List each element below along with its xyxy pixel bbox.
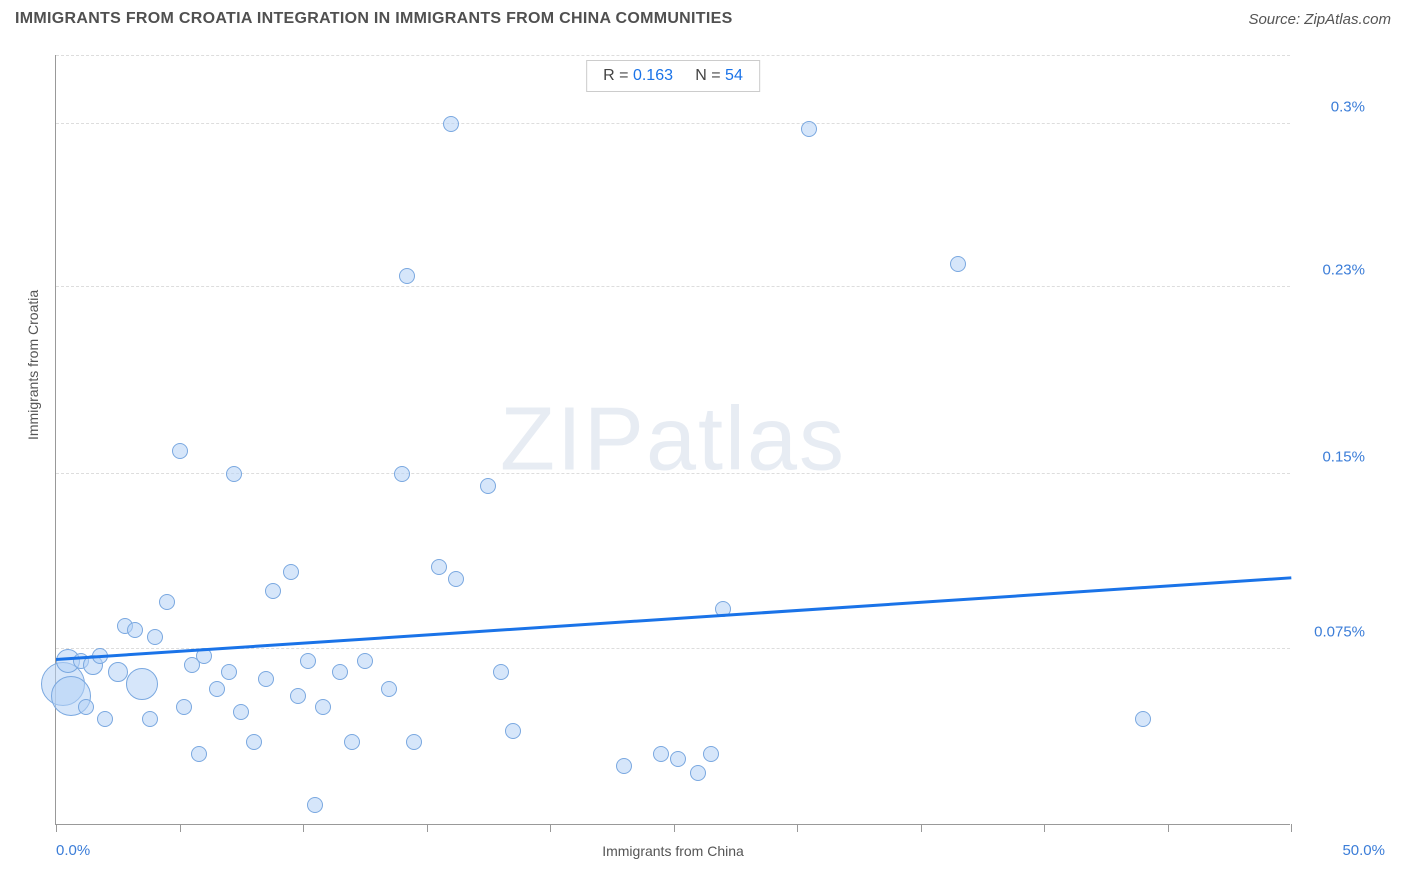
scatter-point bbox=[505, 723, 521, 739]
source-credit: Source: ZipAtlas.com bbox=[1248, 11, 1391, 28]
x-tick bbox=[1044, 824, 1045, 832]
scatter-point bbox=[300, 653, 316, 669]
scatter-point bbox=[315, 699, 331, 715]
scatter-point bbox=[399, 268, 415, 284]
x-tick bbox=[550, 824, 551, 832]
scatter-point bbox=[159, 594, 175, 610]
r-label: R = bbox=[603, 67, 633, 84]
scatter-point bbox=[147, 629, 163, 645]
scatter-point bbox=[448, 571, 464, 587]
scatter-point bbox=[357, 653, 373, 669]
scatter-point bbox=[381, 681, 397, 697]
x-tick bbox=[1291, 824, 1292, 832]
x-tick bbox=[303, 824, 304, 832]
scatter-point bbox=[283, 564, 299, 580]
x-tick bbox=[180, 824, 181, 832]
scatter-point bbox=[226, 466, 242, 482]
n-value: 54 bbox=[725, 67, 743, 84]
y-tick-label: 0.075% bbox=[1314, 624, 1365, 641]
scatter-point bbox=[431, 559, 447, 575]
scatter-point bbox=[443, 116, 459, 132]
scatter-point bbox=[801, 121, 817, 137]
scatter-point bbox=[394, 466, 410, 482]
scatter-point bbox=[344, 734, 360, 750]
x-tick bbox=[921, 824, 922, 832]
y-tick-label: 0.3% bbox=[1331, 99, 1365, 116]
scatter-point bbox=[703, 746, 719, 762]
scatter-point bbox=[108, 662, 128, 682]
stats-box: R = 0.163 N = 54 bbox=[586, 60, 760, 92]
scatter-point bbox=[406, 734, 422, 750]
scatter-point bbox=[221, 664, 237, 680]
header-bar: IMMIGRANTS FROM CROATIA INTEGRATION IN I… bbox=[15, 10, 1391, 28]
x-tick bbox=[797, 824, 798, 832]
scatter-point bbox=[265, 583, 281, 599]
scatter-point bbox=[670, 751, 686, 767]
x-tick bbox=[427, 824, 428, 832]
watermark-zip: ZIP bbox=[500, 389, 646, 489]
scatter-point bbox=[172, 443, 188, 459]
scatter-point bbox=[97, 711, 113, 727]
scatter-point bbox=[258, 671, 274, 687]
scatter-point bbox=[246, 734, 262, 750]
scatter-point bbox=[480, 478, 496, 494]
scatter-point bbox=[176, 699, 192, 715]
scatter-point bbox=[209, 681, 225, 697]
gridline bbox=[56, 123, 1290, 124]
x-axis-label: Immigrants from China bbox=[602, 843, 744, 859]
y-tick-label: 0.23% bbox=[1322, 262, 1365, 279]
scatter-point bbox=[233, 704, 249, 720]
x-tick bbox=[56, 824, 57, 832]
scatter-point bbox=[690, 765, 706, 781]
watermark-atlas: atlas bbox=[646, 389, 846, 489]
scatter-point bbox=[332, 664, 348, 680]
n-label: N = bbox=[695, 67, 725, 84]
x-min-label: 0.0% bbox=[56, 842, 90, 859]
scatter-point bbox=[1135, 711, 1151, 727]
chart-title: IMMIGRANTS FROM CROATIA INTEGRATION IN I… bbox=[15, 10, 733, 28]
scatter-point bbox=[616, 758, 632, 774]
scatter-point bbox=[493, 664, 509, 680]
watermark: ZIPatlas bbox=[500, 388, 846, 491]
x-max-label: 50.0% bbox=[1342, 842, 1385, 859]
scatter-point bbox=[126, 668, 158, 700]
scatter-point bbox=[653, 746, 669, 762]
scatter-chart: ZIPatlas R = 0.163 N = 54 0.075%0.15%0.2… bbox=[55, 55, 1290, 825]
gridline bbox=[56, 286, 1290, 287]
y-tick-label: 0.15% bbox=[1322, 449, 1365, 466]
scatter-point bbox=[950, 256, 966, 272]
r-value: 0.163 bbox=[633, 67, 673, 84]
scatter-point bbox=[290, 688, 306, 704]
scatter-point bbox=[307, 797, 323, 813]
scatter-point bbox=[142, 711, 158, 727]
scatter-point bbox=[78, 699, 94, 715]
x-tick bbox=[674, 824, 675, 832]
x-tick bbox=[1168, 824, 1169, 832]
scatter-point bbox=[191, 746, 207, 762]
y-axis-label: Immigrants from Croatia bbox=[25, 290, 41, 440]
scatter-point bbox=[127, 622, 143, 638]
